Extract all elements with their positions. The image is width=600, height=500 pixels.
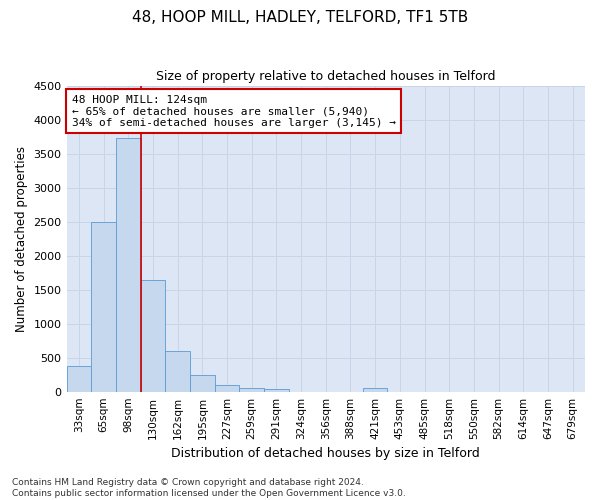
Bar xyxy=(116,138,140,392)
Bar xyxy=(67,366,91,392)
X-axis label: Distribution of detached houses by size in Telford: Distribution of detached houses by size … xyxy=(172,447,480,460)
Bar xyxy=(140,280,165,392)
Y-axis label: Number of detached properties: Number of detached properties xyxy=(15,146,28,332)
Bar xyxy=(190,376,215,392)
Bar xyxy=(91,222,116,392)
Bar xyxy=(215,385,239,392)
Bar xyxy=(264,389,289,392)
Text: 48 HOOP MILL: 124sqm
← 65% of detached houses are smaller (5,940)
34% of semi-de: 48 HOOP MILL: 124sqm ← 65% of detached h… xyxy=(72,94,396,128)
Bar xyxy=(363,388,388,392)
Text: Contains HM Land Registry data © Crown copyright and database right 2024.
Contai: Contains HM Land Registry data © Crown c… xyxy=(12,478,406,498)
Bar xyxy=(239,388,264,392)
Bar xyxy=(165,351,190,392)
Text: 48, HOOP MILL, HADLEY, TELFORD, TF1 5TB: 48, HOOP MILL, HADLEY, TELFORD, TF1 5TB xyxy=(132,10,468,25)
Title: Size of property relative to detached houses in Telford: Size of property relative to detached ho… xyxy=(156,70,496,83)
